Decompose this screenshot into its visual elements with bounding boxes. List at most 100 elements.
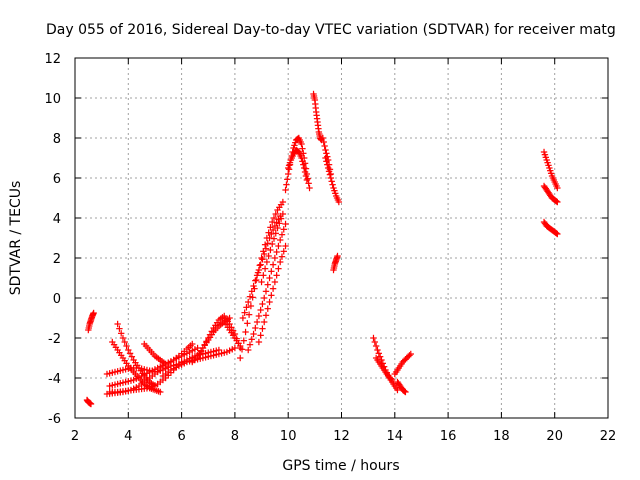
data-point [275,265,282,272]
y-tick-label: 4 [53,212,61,227]
data-point [196,351,203,358]
x-tick-label: 2 [71,429,79,444]
data-point [252,277,259,284]
y-tick-label: 0 [53,292,61,307]
x-tick-label: 22 [600,429,617,444]
data-point [271,278,279,286]
data-point [275,242,282,250]
data-point [201,341,208,348]
data-point [282,242,289,250]
data-point [298,140,305,148]
y-tick-label: -4 [48,372,61,387]
data-point [553,198,560,205]
data-point [306,184,313,192]
data-point [248,288,255,295]
data-point [269,261,277,268]
data-point [278,253,286,260]
data-point [272,230,279,237]
data-point [301,168,309,176]
data-point [322,146,329,154]
data-point [226,320,233,328]
data-point [116,325,123,332]
data-point [157,388,164,396]
y-tick-label: -2 [48,332,61,347]
data-point [327,174,335,182]
data-point [320,138,327,146]
data-point [248,336,255,343]
data-point [326,171,334,178]
data-point [119,334,127,342]
data-point [324,161,331,168]
data-point [303,176,311,184]
data-point [226,314,233,322]
data-point [328,178,335,185]
data-point [244,320,251,327]
data-point [261,294,268,302]
data-point [264,240,271,247]
y-tick-label: 12 [44,52,61,67]
data-point [278,231,286,238]
data-point [269,218,276,226]
data-point [269,240,276,248]
data-point [87,400,95,408]
data-point [266,298,273,306]
x-tick-label: 14 [387,429,404,444]
data-point [240,337,247,344]
data-point [237,342,244,350]
data-point [255,312,263,320]
data-point [252,324,259,332]
data-point [162,360,169,368]
data-point [264,281,271,288]
data-point [245,346,252,354]
data-point [324,164,332,172]
data-point [263,258,271,266]
data-point [554,184,561,192]
data-point [376,353,384,360]
data-point [242,328,249,336]
data-point [407,350,414,358]
data-point [272,210,279,218]
x-tick-label: 10 [280,429,297,444]
data-point [246,341,254,348]
x-tick-label: 18 [493,429,510,444]
data-point [269,226,277,234]
data-point [247,302,255,310]
data-point [554,230,561,238]
data-point [268,268,275,275]
y-tick-label: 8 [53,132,61,147]
data-point [273,272,280,279]
data-point [243,304,250,311]
data-point [121,338,128,346]
data-point [282,186,289,194]
data-point [270,235,278,242]
data-point [387,375,395,382]
data-point [258,278,265,286]
data-point [259,325,266,332]
data-point [256,262,263,269]
x-tick-label: 6 [177,429,185,444]
data-point [262,312,270,319]
data-point [388,376,396,384]
data-point [259,300,266,308]
data-point [128,353,136,360]
data-point [299,145,306,152]
data-point [262,245,270,252]
data-point [554,198,561,206]
x-tick-labels: 2 4 6 8 10 12 14 16 18 20 22 [71,429,616,444]
data-point [238,346,246,353]
data-point [271,254,279,262]
x-axis-label: GPS time / hours [282,458,399,474]
data-point [280,226,287,233]
data-point [197,348,205,355]
data-point [203,338,210,345]
data-point [250,282,257,290]
data-point [266,274,273,282]
data-point [117,330,125,337]
data-point [253,272,261,279]
data-point [300,161,307,168]
data-point [126,350,134,357]
data-point [266,234,273,242]
data-point [300,164,308,172]
data-point [199,344,207,352]
